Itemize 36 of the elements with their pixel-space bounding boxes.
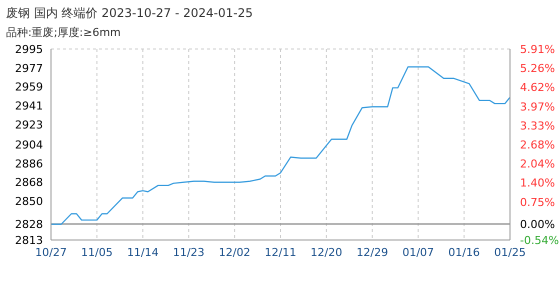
y2-tick-label: 4.62% (520, 81, 555, 94)
y2-tick-label: 1.40% (520, 176, 555, 190)
y-tick-label: 2941 (15, 100, 43, 113)
y-tick-label: 2850 (15, 195, 43, 208)
x-tick-label: 11/05 (81, 246, 113, 259)
y-tick-label: 2813 (15, 234, 43, 247)
y-tick-label: 2959 (15, 80, 43, 94)
x-tick-label: 12/02 (218, 246, 250, 259)
y-tick-label: 2923 (15, 118, 43, 132)
chart-subtitle: 品种:重废;厚度:≥6mm (6, 25, 121, 40)
x-tick-label: 11/14 (126, 246, 159, 259)
x-tick-label: 11/23 (172, 246, 205, 259)
y2-tick-label: 5.26% (520, 62, 555, 76)
y-tick-label: 2868 (15, 176, 43, 190)
chart-title: 废钢 国内 终端价 2023-10-27 - 2024-01-25 (6, 5, 253, 22)
y-tick-label: 2995 (15, 42, 43, 56)
y-tick-label: 2904 (15, 138, 43, 152)
line-series (51, 66, 510, 225)
x-tick-label: 01/16 (448, 246, 480, 259)
x-tick-label: 12/29 (356, 246, 388, 259)
y2-tick-label: 5.91% (520, 43, 555, 56)
y-tick-label: 2828 (15, 218, 43, 232)
x-tick-label: 12/11 (264, 246, 296, 259)
y2-tick-label: 0.75% (520, 196, 555, 209)
x-tick-label: 01/25 (494, 246, 526, 259)
y2-tick-label: 0.00% (520, 218, 555, 232)
x-tick-label: 10/27 (35, 246, 67, 259)
y-tick-label: 2886 (15, 157, 43, 170)
y2-tick-label: -0.54% (520, 234, 559, 247)
y2-tick-label: 3.33% (520, 119, 555, 132)
y2-tick-label: 3.97% (520, 100, 555, 114)
x-tick-label: 01/07 (402, 246, 434, 259)
y-tick-label: 2977 (15, 62, 43, 75)
y2-tick-label: 2.68% (520, 138, 555, 152)
y2-tick-label: 2.04% (520, 158, 555, 171)
x-tick-label: 12/20 (310, 246, 342, 259)
